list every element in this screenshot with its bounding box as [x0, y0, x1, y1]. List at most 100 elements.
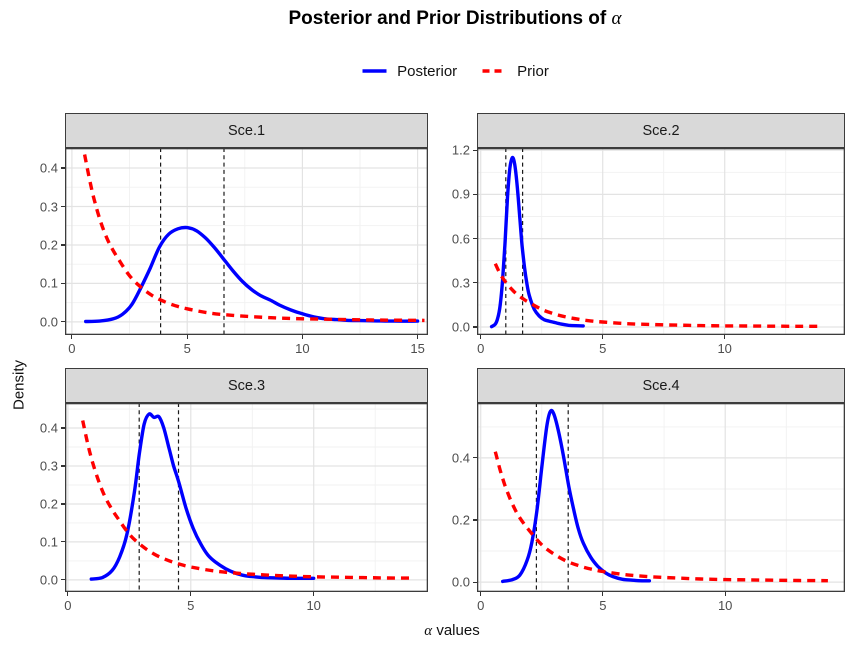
- y-tick-label: 0.4: [39, 420, 58, 436]
- legend-key-posterior-icon: [362, 69, 387, 73]
- x-tick-mark: [724, 592, 726, 596]
- x-tick-mark: [602, 335, 604, 339]
- y-tick-mark: [473, 193, 477, 195]
- y-tick-mark: [473, 326, 477, 328]
- y-tick-mark: [473, 149, 477, 151]
- panel-border: [65, 403, 428, 592]
- y-tick-label: 0.2: [39, 496, 58, 512]
- x-tick-mark: [190, 592, 192, 596]
- x-tick-mark: [313, 592, 315, 596]
- y-tick-mark: [473, 238, 477, 240]
- legend-item-label: Posterior: [397, 62, 458, 80]
- prior-curve: [493, 262, 820, 328]
- panel-background: [65, 403, 428, 592]
- y-tick-label: 0.1: [39, 275, 58, 291]
- y-tick-mark: [61, 167, 65, 169]
- posterior-curve: [501, 408, 652, 584]
- x-tick-mark: [67, 592, 69, 596]
- y-tick-label: 0.1: [39, 534, 58, 550]
- prior-curve: [82, 154, 425, 323]
- x-tick-label: 0: [477, 341, 485, 356]
- panel-plot: [65, 403, 428, 592]
- facet-strip: Sce.3: [65, 368, 428, 403]
- y-tick-mark: [473, 581, 477, 583]
- y-tick-label: 0.3: [39, 199, 58, 214]
- y-tick-mark: [61, 321, 65, 323]
- x-tick-label: 5: [599, 341, 607, 356]
- y-tick-mark: [61, 503, 65, 505]
- x-tick-mark: [417, 335, 419, 339]
- chart-title-alpha-symbol: α: [611, 8, 622, 29]
- y-tick-mark: [473, 519, 477, 521]
- y-tick-mark: [61, 244, 65, 246]
- panel-plot: [65, 148, 428, 335]
- legend-item-label: Prior: [517, 62, 549, 80]
- facet-strip: Sce.2: [477, 113, 845, 148]
- prior-curve: [81, 420, 415, 580]
- facet-strip: Sce.1: [65, 113, 428, 148]
- x-tick-label: 0: [477, 598, 485, 613]
- y-tick-label: 0.0: [39, 572, 58, 588]
- y-tick-mark: [473, 457, 477, 459]
- y-axis-title: Density: [10, 359, 28, 411]
- y-tick-label: 0.6: [451, 231, 470, 247]
- x-tick-label: 0: [68, 341, 76, 356]
- x-tick-mark: [71, 335, 73, 339]
- x-axis-title-text: values: [432, 622, 480, 639]
- y-tick-label: 0.2: [39, 237, 58, 253]
- posterior-curve: [89, 412, 316, 581]
- x-tick-label: 0: [64, 598, 72, 613]
- x-axis-title: α values: [424, 622, 479, 640]
- y-tick-mark: [61, 282, 65, 284]
- legend: Posterior Prior: [55, 57, 850, 85]
- legend-key-prior-icon: [482, 69, 507, 73]
- y-tick-mark: [473, 282, 477, 284]
- panel-background: [65, 148, 428, 335]
- facet-strip-label: Sce.3: [227, 377, 266, 394]
- x-tick-label: 5: [187, 598, 195, 613]
- chart-title: Posterior and Prior Distributions of α: [50, 8, 850, 30]
- x-axis-alpha-symbol: α: [424, 623, 433, 639]
- panel-border: [65, 148, 428, 335]
- y-tick-label: 0.9: [451, 186, 470, 202]
- x-tick-mark: [602, 592, 604, 596]
- y-tick-label: 0.3: [39, 458, 58, 474]
- x-tick-label: 10: [717, 341, 732, 356]
- x-tick-label: 10: [306, 598, 321, 613]
- facet-strip-label: Sce.4: [642, 377, 680, 394]
- facet-strip-label: Sce.2: [642, 122, 680, 139]
- prior-curve: [493, 451, 828, 583]
- y-tick-label: 0.2: [451, 512, 470, 528]
- panel-background: [477, 148, 845, 335]
- x-tick-mark: [480, 592, 482, 596]
- y-tick-mark: [61, 205, 65, 208]
- x-tick-label: 15: [410, 341, 425, 356]
- panel-border: [477, 148, 845, 335]
- y-tick-label: 0.4: [39, 160, 58, 176]
- y-tick-label: 0.0: [451, 319, 470, 335]
- y-tick-label: 0.4: [451, 450, 470, 466]
- facet-strip-label: Sce.1: [227, 122, 266, 139]
- y-tick-label: 1.2: [451, 142, 470, 158]
- y-tick-label: 0.0: [39, 314, 58, 330]
- legend-item: Prior: [481, 63, 549, 80]
- x-tick-mark: [480, 335, 482, 339]
- legend-item: Posterior: [361, 63, 457, 80]
- facet-strip: Sce.4: [477, 368, 845, 403]
- x-tick-label: 5: [599, 598, 607, 613]
- x-tick-mark: [186, 335, 188, 339]
- x-tick-label: 5: [183, 341, 191, 356]
- x-tick-mark: [301, 335, 303, 339]
- y-tick-mark: [61, 427, 65, 429]
- y-tick-mark: [61, 541, 65, 543]
- panel-border: [477, 403, 845, 592]
- x-tick-label: 10: [717, 598, 733, 613]
- y-tick-label: 0.3: [451, 275, 470, 291]
- y-tick-label: 0.0: [451, 574, 470, 590]
- chart-title-text: Posterior and Prior Distributions of: [288, 8, 612, 29]
- y-tick-mark: [61, 465, 65, 467]
- y-tick-mark: [61, 579, 65, 581]
- x-tick-label: 10: [295, 341, 310, 356]
- x-tick-mark: [724, 335, 726, 339]
